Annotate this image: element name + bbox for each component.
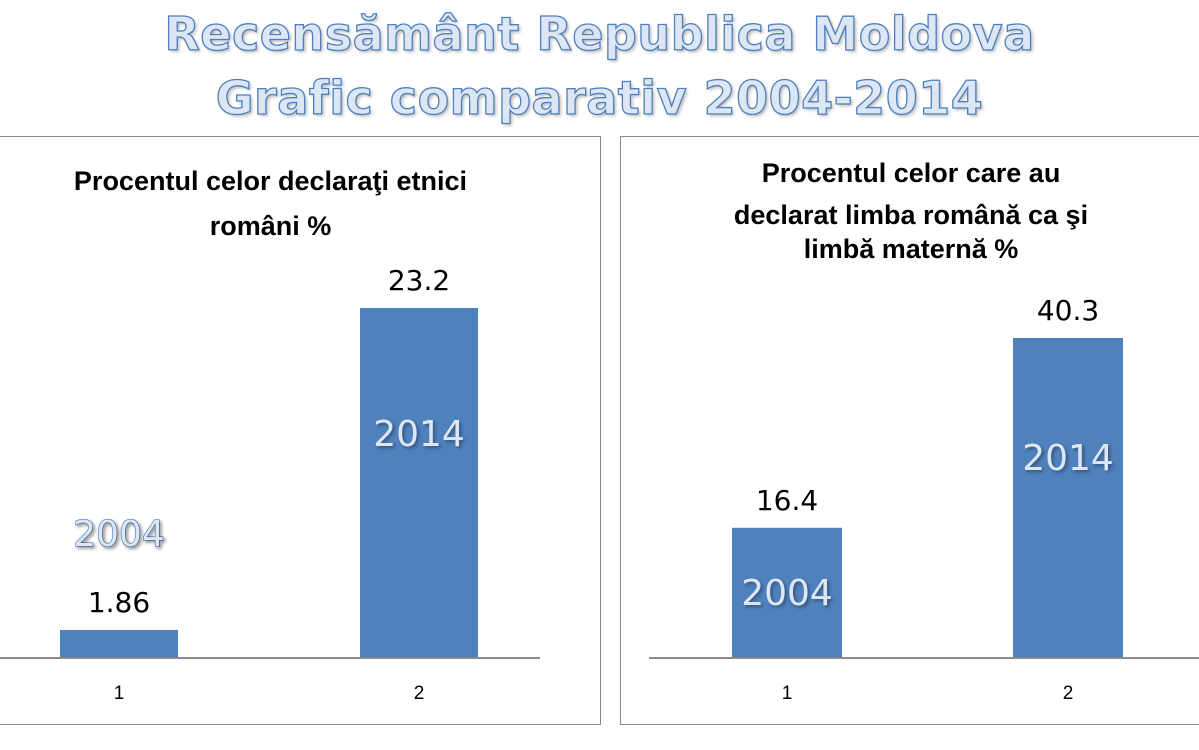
year-label: 2004 (741, 573, 833, 614)
chart-bar (60, 629, 178, 658)
chart-title-line: români % (210, 211, 332, 241)
chart-title-line: Procentul celor care au (762, 158, 1061, 188)
x-tick-label: 2 (1063, 683, 1074, 704)
chart-bar (732, 527, 842, 658)
data-label: 23.2 (388, 264, 450, 297)
data-label: 16.4 (756, 484, 818, 517)
x-tick-label: 2 (414, 683, 425, 704)
chart-bar (1013, 338, 1123, 658)
chart-romanian-language: Procentul celor care au declarat limba ro… (649, 158, 1199, 704)
chart-panel-ethnic-romanians: Procentul celor declaraţi etnici români %… (0, 136, 601, 725)
chart-panel-romanian-language: Procentul celor care au declarat limba ro… (620, 136, 1199, 725)
chart-title-line: declarat limba română ca şi (734, 200, 1088, 230)
chart-title-line: limbă maternă % (804, 234, 1019, 264)
chart-title-line: Procentul celor declaraţi etnici (74, 166, 467, 196)
page-title-line-2: Grafic comparativ 2004-2014 (215, 70, 984, 125)
x-tick-label: 1 (782, 683, 793, 704)
year-label: 2014 (373, 414, 465, 455)
year-label: 2014 (1022, 438, 1114, 479)
data-label: 40.3 (1037, 294, 1099, 327)
page-title-line-1: Recensământ Republica Moldova (164, 6, 1035, 61)
year-label: 2004 (73, 514, 165, 555)
chart-bar (360, 308, 478, 658)
chart-ethnic-romanians: Procentul celor declaraţi etnici români %… (0, 166, 540, 704)
data-label: 1.86 (88, 586, 150, 619)
x-tick-label: 1 (114, 683, 125, 704)
